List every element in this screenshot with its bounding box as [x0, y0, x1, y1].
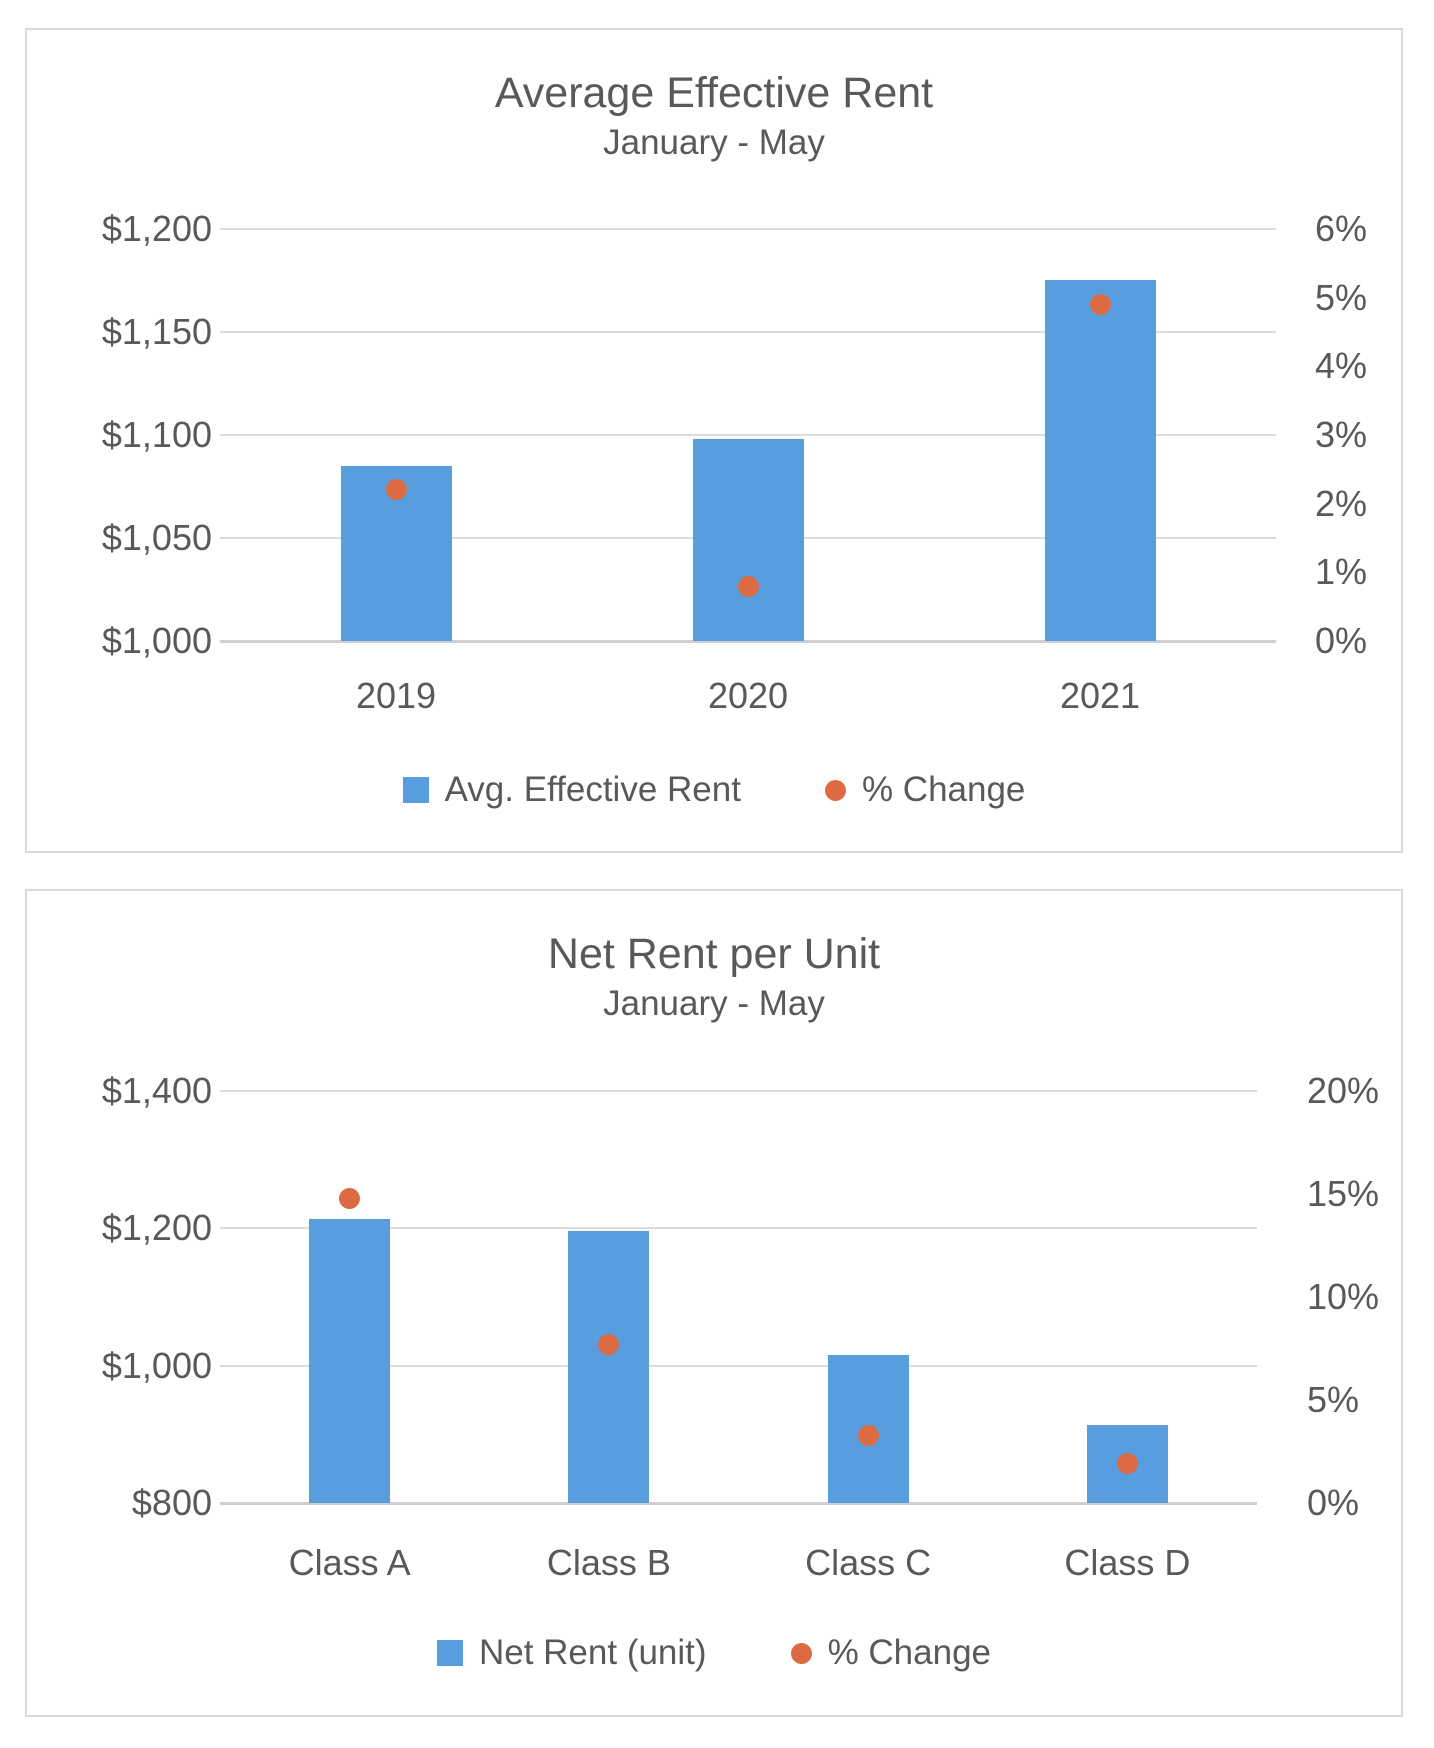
- right-axis-tick-label: 4%: [1315, 345, 1368, 387]
- left-axis-labels: $1,400 $1,200 $1,000 $800: [27, 1070, 212, 1523]
- gridline: [220, 1090, 1257, 1092]
- left-axis-tick-label: $1,000: [101, 1344, 212, 1386]
- x-axis-label: Class D: [1064, 1542, 1191, 1583]
- left-axis-tick-label: $1,400: [101, 1070, 212, 1111]
- avg-effective-rent-chart-card: Average Effective Rent January - May $1,…: [25, 28, 1403, 853]
- chart-title: Average Effective Rent: [494, 69, 934, 117]
- pct-change-dot-2021: [1089, 294, 1111, 316]
- legend-label: % Change: [827, 1633, 992, 1672]
- left-axis-tick-label: $800: [131, 1482, 212, 1523]
- plot-area: [220, 1090, 1257, 1505]
- gridline: [220, 228, 1276, 230]
- legend: Net Rent (unit) % Change: [27, 1633, 1401, 1673]
- legend-circle-marker: [790, 1642, 812, 1664]
- right-axis-tick-label: 10%: [1307, 1276, 1380, 1317]
- x-axis-label: 2020: [707, 675, 789, 716]
- pct-change-dot-2019: [385, 479, 407, 501]
- right-axis-tick-label: 5%: [1307, 1379, 1360, 1420]
- pct-change-dot-class-b: [598, 1333, 620, 1355]
- left-axis-tick-label: $1,000: [101, 620, 212, 661]
- bar-class-b: [568, 1231, 650, 1503]
- legend-circle-marker: [824, 779, 846, 801]
- legend: Avg. Effective Rent % Change: [27, 770, 1401, 810]
- right-axis-tick-label: 6%: [1315, 208, 1368, 249]
- gridline: [220, 1227, 1257, 1230]
- pct-change-dot-class-d: [1116, 1453, 1138, 1475]
- left-axis-labels: $1,200 $1,150 $1,100 $1,050 $1,000: [27, 208, 212, 661]
- chart-subtitle: January - May: [603, 984, 825, 1023]
- left-axis-tick-label: $1,200: [101, 208, 212, 249]
- chart-title: Net Rent per Unit: [547, 930, 881, 978]
- legend-item: Net Rent (unit): [436, 1633, 707, 1673]
- x-axis-line: [220, 1502, 1257, 1505]
- left-axis-tick-label: $1,100: [101, 414, 212, 455]
- x-axis-label: Class B: [546, 1542, 671, 1583]
- pct-change-dot-class-c: [857, 1424, 879, 1446]
- left-axis-tick-label: $1,150: [101, 311, 212, 352]
- right-axis-tick-label: 0%: [1315, 620, 1368, 661]
- left-axis-tick-label: $1,050: [101, 517, 212, 558]
- bar-2021: [1044, 280, 1156, 641]
- plot-area: [220, 228, 1276, 643]
- right-axis-tick-label: 2%: [1315, 482, 1368, 524]
- legend-item: % Change: [790, 1633, 992, 1673]
- right-axis-tick-label: 15%: [1307, 1173, 1380, 1214]
- legend-item: % Change: [824, 770, 1026, 810]
- legend-square-marker: [436, 1640, 463, 1666]
- gridline: [220, 331, 1276, 333]
- x-axis-labels: 2019 2020 2021: [220, 675, 1276, 721]
- right-axis-tick-label: 3%: [1315, 414, 1368, 455]
- right-axis-labels: 6% 5% 4% 3% 2% 1% 0%: [1315, 208, 1405, 661]
- chart-subtitle: January - May: [603, 123, 825, 162]
- legend-square-marker: [402, 777, 429, 803]
- net-rent-per-unit-chart-card: Net Rent per Unit January - May $1,400 $1…: [25, 889, 1403, 1717]
- left-axis-tick-label: $1,200: [101, 1207, 212, 1249]
- x-axis-labels: Class A Class B Class C Class D: [220, 1542, 1257, 1588]
- legend-label: Avg. Effective Rent: [444, 770, 741, 809]
- right-axis-tick-label: 1%: [1315, 551, 1368, 593]
- pct-change-dot-2020: [737, 575, 759, 597]
- legend-label: Net Rent (unit): [478, 1633, 707, 1672]
- gridline: [220, 434, 1276, 436]
- x-axis-label: 2019: [355, 675, 437, 716]
- x-axis-label: Class A: [288, 1542, 411, 1583]
- right-axis-tick-label: 0%: [1307, 1482, 1360, 1523]
- x-axis-label: Class C: [805, 1542, 932, 1583]
- right-axis-tick-label: 5%: [1315, 276, 1368, 318]
- x-axis-line: [220, 640, 1276, 643]
- gridline: [220, 1364, 1257, 1367]
- right-axis-labels: 20% 15% 10% 5% 0%: [1307, 1070, 1405, 1523]
- right-axis-tick-label: 20%: [1307, 1070, 1380, 1111]
- legend-item: Avg. Effective Rent: [402, 770, 741, 810]
- bar-class-a: [309, 1219, 391, 1503]
- legend-label: % Change: [861, 770, 1026, 809]
- bar-2020: [692, 439, 804, 641]
- pct-change-dot-class-a: [339, 1187, 361, 1209]
- x-axis-label: 2021: [1059, 675, 1141, 716]
